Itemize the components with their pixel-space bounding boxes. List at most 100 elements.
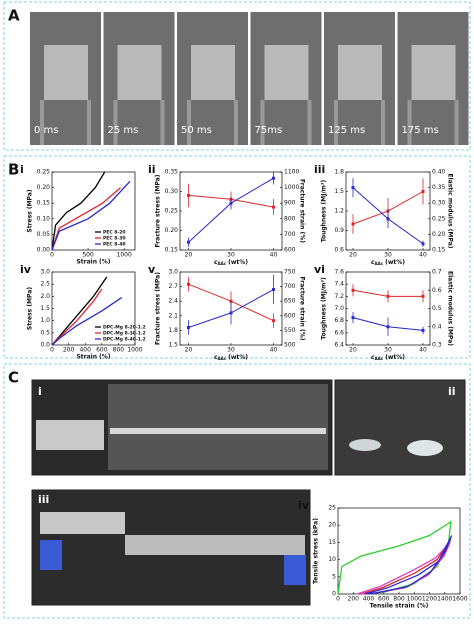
x-axis-label: cAAc (wt%) bbox=[214, 354, 248, 362]
y-tick-label: 0.9 bbox=[334, 227, 344, 234]
y-tick-label: 10 bbox=[328, 556, 336, 563]
glove bbox=[284, 555, 306, 585]
marker bbox=[229, 201, 233, 205]
y-tick-label: 0.05 bbox=[37, 231, 51, 238]
curve bbox=[51, 288, 103, 346]
x-tick-label: 1600 bbox=[452, 596, 467, 603]
x-tick-label: 30 bbox=[227, 347, 235, 354]
photo-detail bbox=[407, 440, 443, 456]
x-tick-label: 1400 bbox=[437, 596, 452, 603]
plot-frame bbox=[179, 171, 283, 251]
legend-label: PEC 8-40 bbox=[103, 242, 126, 248]
x-tick-label: 40 bbox=[270, 252, 278, 259]
chart: i 0 500 1000 0.00 0.05 0.10 0.15 0.20 0.25 Strain … bbox=[20, 163, 136, 266]
legend-label: PEC 8-30 bbox=[103, 236, 126, 242]
marker bbox=[351, 186, 355, 190]
y2-tick-label: 0.15 bbox=[432, 247, 446, 254]
marker bbox=[272, 288, 275, 292]
y2-tick-label: 0.7 bbox=[432, 269, 442, 276]
marker bbox=[386, 217, 390, 221]
photo-row: 0 ms 25 ms 50 ms 75ms 125 ms 175 ms bbox=[30, 12, 469, 145]
marker bbox=[229, 311, 233, 315]
photo-label: iii bbox=[38, 493, 49, 506]
y2-tick-label: 0.4 bbox=[432, 323, 442, 330]
plot-frame bbox=[51, 171, 136, 251]
y2-axis-label: Fracture strain (%) bbox=[299, 179, 306, 243]
charts: i0 500 10000.000.050.100.150.200.25Strain … bbox=[20, 163, 468, 610]
x-tick-label: 500 bbox=[82, 252, 94, 259]
marker bbox=[421, 328, 425, 332]
x-tick-label: 40 bbox=[419, 347, 427, 354]
y-tick-label: 0.20 bbox=[37, 184, 51, 191]
marker bbox=[421, 190, 425, 193]
x-label-symbol: c bbox=[214, 354, 218, 361]
y2-tick-label: 900 bbox=[284, 200, 296, 207]
chart: iv 0 200 400 600 800 1000 1200 1400 1600 0 5 10 15 20 2… bbox=[298, 499, 468, 610]
y-tick-label: 7.4 bbox=[334, 281, 344, 288]
y-tick-label: 20 bbox=[328, 522, 336, 529]
x-tick-label: 400 bbox=[363, 596, 375, 603]
x-tick-label: 1000 bbox=[127, 347, 142, 354]
photo-detail bbox=[87, 100, 91, 145]
x-label-unit: (wt%) bbox=[228, 354, 248, 361]
chart: vi 20 30 40 6.4 6.6 6.8 7.0 7.2 7.4 7.6 0.3 0.4 0.5 0.… bbox=[314, 263, 454, 361]
chart: ii 20 30 40 0.15 0.20 0.25 0.30 0.35 600 700 800 900… bbox=[148, 163, 306, 266]
photo-detail bbox=[334, 100, 338, 145]
x-label-symbol: c bbox=[371, 259, 375, 266]
y2-tick-label: 600 bbox=[284, 247, 296, 254]
y-tick-label: 0.6 bbox=[334, 247, 344, 254]
y-tick-label: 0.15 bbox=[37, 200, 51, 207]
x-axis-label: Strain (%) bbox=[76, 354, 110, 361]
x-tick-label: 600 bbox=[96, 347, 108, 354]
y-tick-label: 6.6 bbox=[334, 329, 344, 336]
marker bbox=[187, 325, 190, 329]
photo-detail bbox=[44, 45, 88, 100]
x-tick-label: 1200 bbox=[422, 596, 437, 603]
photo-detail bbox=[113, 100, 118, 145]
x-tick-label: 20 bbox=[349, 252, 357, 259]
photo-detail bbox=[40, 100, 44, 145]
x-tick-label: 800 bbox=[393, 596, 405, 603]
marker bbox=[272, 319, 275, 323]
x-tick-label: 30 bbox=[384, 347, 392, 354]
y-axis-label: Tensile stress (kPa) bbox=[313, 518, 320, 584]
time-label: 75ms bbox=[255, 125, 283, 136]
time-label: 175 ms bbox=[402, 125, 439, 136]
y2-tick-label: 1000 bbox=[284, 184, 299, 191]
photo-detail bbox=[349, 439, 381, 451]
marker bbox=[351, 316, 355, 320]
y-tick-label: 0.15 bbox=[165, 247, 179, 254]
panel-label: iv bbox=[298, 499, 310, 512]
y-tick-label: 3.0 bbox=[168, 269, 178, 276]
y-tick-label: 0.10 bbox=[37, 215, 51, 222]
y-tick-label: 1.5 bbox=[334, 188, 344, 195]
x-label-symbol: c bbox=[214, 259, 218, 266]
photo-detail bbox=[260, 100, 265, 145]
y-tick-label: 2.4 bbox=[168, 298, 178, 305]
y-tick-label: 2.5 bbox=[40, 281, 50, 288]
photo-detail bbox=[454, 100, 459, 145]
y-tick-label: 0 bbox=[332, 591, 336, 598]
x-label-unit: (wt%) bbox=[385, 354, 405, 361]
time-label: 50 ms bbox=[181, 125, 212, 136]
time-label: 125 ms bbox=[328, 125, 365, 136]
photo-detail bbox=[264, 45, 309, 100]
chart: iv 0 200 400 600 800 1000 0.0 0.5 1.0 1.5 2.0 2.5 3.0… bbox=[20, 263, 146, 361]
y-tick-label: 0.35 bbox=[165, 169, 179, 176]
legend-label: DPC-Mg 8-30-1.2 bbox=[103, 331, 146, 337]
y-tick-label: 2.7 bbox=[168, 283, 178, 290]
y2-tick-label: 700 bbox=[284, 283, 296, 290]
panel-label: vi bbox=[314, 263, 325, 276]
x-tick-label: 0 bbox=[50, 347, 54, 354]
y2-tick-label: 0.25 bbox=[432, 215, 446, 222]
photo bbox=[108, 384, 328, 470]
y-tick-label: 0.25 bbox=[165, 208, 179, 215]
y-tick-label: 5 bbox=[332, 573, 336, 580]
curve bbox=[51, 297, 123, 346]
x-tick-label: 1000 bbox=[117, 252, 132, 259]
photo-detail bbox=[381, 100, 385, 145]
x-tick-label: 400 bbox=[79, 347, 91, 354]
x-tick-label: 20 bbox=[185, 252, 193, 259]
